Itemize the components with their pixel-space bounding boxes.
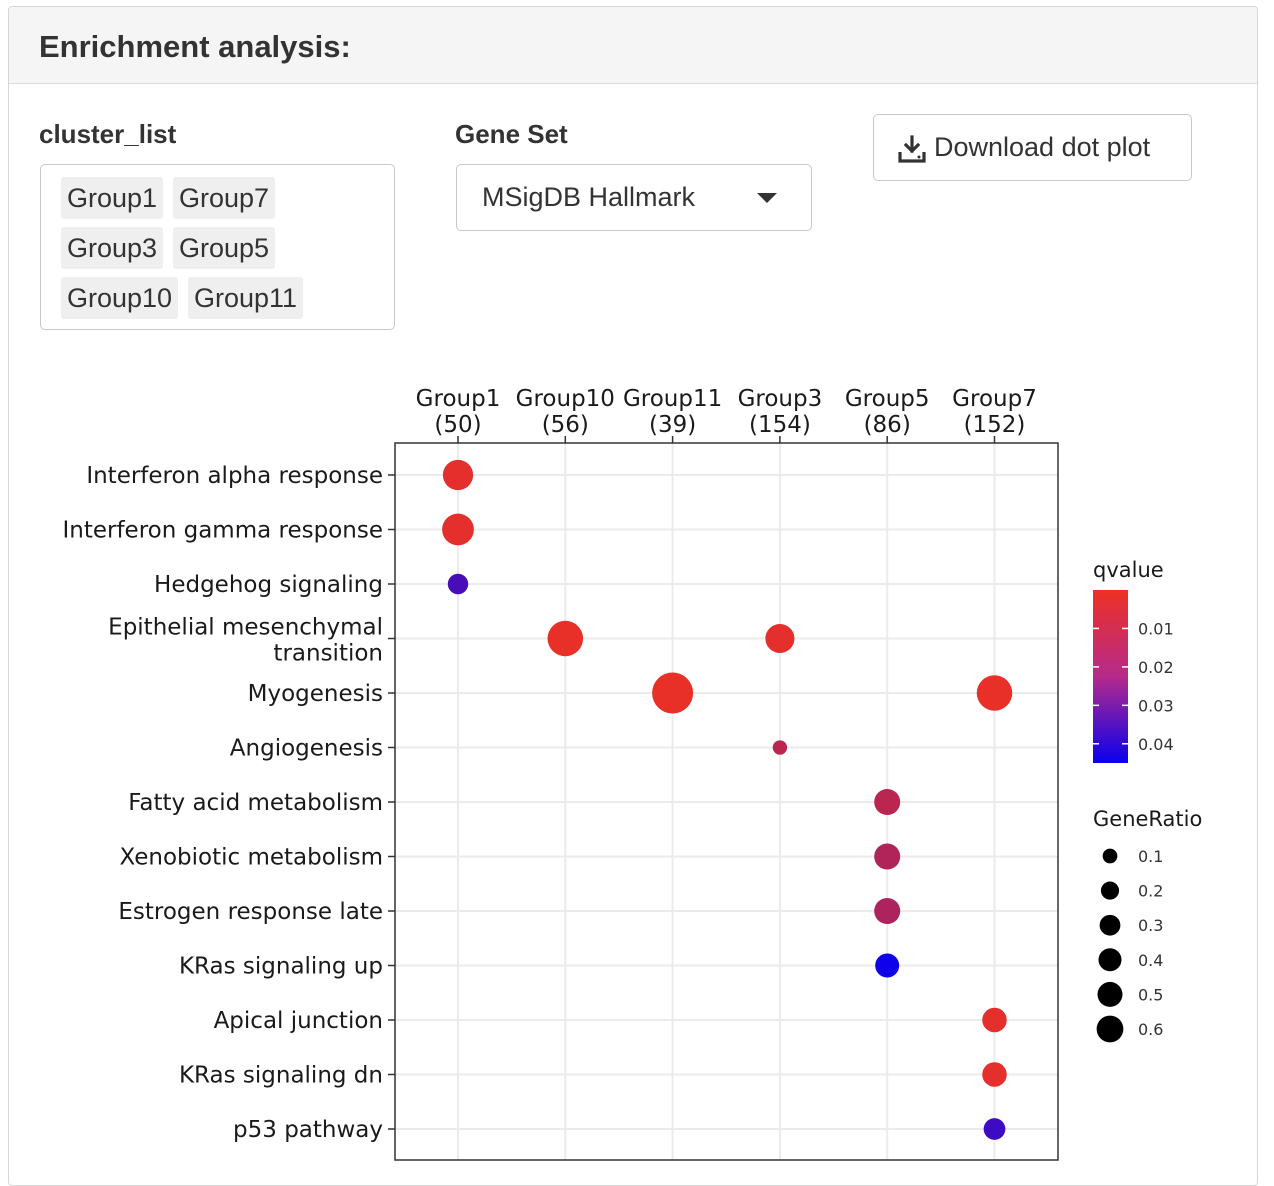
data-point — [765, 623, 795, 654]
x-tick-label: Group1 — [416, 386, 501, 412]
panel-header: Enrichment analysis: — [9, 7, 1257, 84]
x-tick-count: (39) — [649, 412, 696, 438]
cluster-chip[interactable]: Group10 — [61, 277, 179, 319]
y-tick-label: Interferon gamma response — [62, 518, 383, 544]
size-legend-label: 0.1 — [1138, 847, 1163, 866]
y-tick-label: Estrogen response late — [118, 899, 383, 925]
color-legend-label: 0.01 — [1138, 619, 1174, 638]
y-tick-label: KRas signaling up — [179, 954, 383, 980]
size-legend-label: 0.2 — [1138, 882, 1163, 901]
size-legend-label: 0.4 — [1138, 951, 1163, 970]
data-point — [874, 843, 901, 870]
cluster-chip[interactable]: Group3 — [61, 227, 164, 269]
cluster-chip[interactable]: Group1 — [61, 177, 164, 219]
data-point — [982, 1062, 1007, 1087]
cluster-list-label: cluster_list — [39, 119, 177, 149]
color-legend-bar — [1093, 590, 1128, 763]
gene-set-select[interactable]: MSigDB Hallmark — [456, 164, 812, 231]
cluster-chip[interactable]: Group5 — [173, 227, 276, 269]
cluster-chip[interactable]: Group11 — [188, 277, 304, 319]
x-tick-label: Group7 — [952, 386, 1037, 412]
y-tick-label: KRas signaling dn — [179, 1063, 383, 1089]
gene-set-value: MSigDB Hallmark — [482, 182, 696, 212]
download-icon — [898, 135, 926, 163]
size-legend-dot — [1099, 914, 1121, 936]
panel-title: Enrichment analysis: — [39, 29, 351, 64]
y-tick-label: Fatty acid metabolism — [128, 790, 383, 816]
caret-down-icon — [757, 193, 777, 203]
data-point — [982, 1007, 1007, 1033]
size-legend-label: 0.6 — [1138, 1020, 1163, 1039]
data-point — [442, 513, 474, 546]
data-point — [442, 459, 474, 491]
y-tick-label: Interferon alpha response — [86, 463, 383, 489]
size-legend-dot — [1097, 981, 1123, 1007]
size-legend-label: 0.3 — [1138, 916, 1163, 935]
color-legend-label: 0.02 — [1138, 658, 1174, 677]
y-tick-label: p53 pathway — [233, 1117, 383, 1143]
x-tick-count: (152) — [964, 412, 1026, 438]
y-tick-label: Angiogenesis — [230, 736, 383, 762]
size-legend-dot — [1102, 848, 1118, 864]
y-tick-label: Myogenesis — [248, 681, 383, 707]
y-tick-label: Epithelial mesenchymal — [108, 615, 383, 641]
gene-set-label: Gene Set — [455, 119, 568, 149]
color-legend-title: qvalue — [1093, 558, 1164, 582]
x-tick-label: Group11 — [623, 386, 722, 412]
data-point — [652, 672, 694, 714]
y-tick-label: Apical junction — [214, 1008, 383, 1034]
data-point — [447, 573, 469, 595]
y-tick-label: Xenobiotic metabolism — [120, 845, 383, 871]
x-tick-label: Group5 — [845, 386, 930, 412]
cluster-list-input[interactable]: Group1 Group7 Group3 Group5 Group10 Grou… — [40, 164, 395, 330]
data-point — [976, 675, 1013, 711]
download-label: Download dot plot — [934, 132, 1151, 162]
size-legend-label: 0.5 — [1138, 985, 1163, 1004]
size-legend-dot — [1100, 881, 1120, 900]
x-tick-count: (154) — [749, 412, 811, 438]
x-tick-count: (86) — [864, 412, 911, 438]
data-point — [874, 897, 901, 925]
data-point — [547, 620, 584, 657]
x-tick-label: Group10 — [516, 386, 615, 412]
data-point — [983, 1118, 1006, 1140]
x-tick-count: (56) — [542, 412, 589, 438]
size-legend-dot — [1098, 948, 1122, 972]
color-legend-label: 0.03 — [1138, 696, 1174, 715]
size-legend-title: GeneRatio — [1093, 807, 1202, 831]
data-point — [874, 788, 901, 816]
data-point — [875, 953, 900, 978]
cluster-chip[interactable]: Group7 — [173, 177, 276, 219]
y-tick-label: transition — [273, 641, 383, 667]
y-tick-label: Hedgehog signaling — [154, 572, 383, 598]
x-tick-count: (50) — [434, 412, 481, 438]
download-dot-plot-button[interactable]: Download dot plot — [873, 114, 1192, 181]
x-tick-label: Group3 — [738, 386, 823, 412]
data-point — [772, 740, 788, 755]
size-legend-dot — [1096, 1015, 1124, 1043]
color-legend-label: 0.04 — [1138, 735, 1174, 754]
